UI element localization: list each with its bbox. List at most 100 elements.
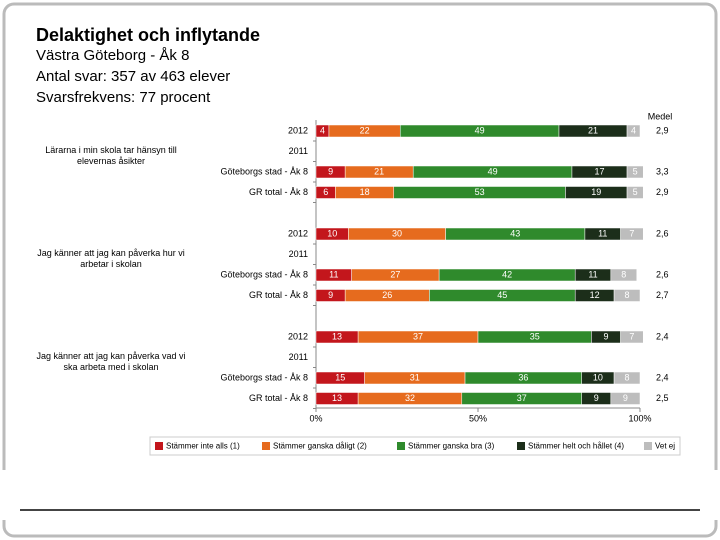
segment-label: 15 (335, 372, 345, 382)
legend-swatch (155, 442, 163, 450)
question-label: Lärarna i min skola tar hänsyn till elev… (45, 145, 177, 166)
segment-label: 7 (629, 228, 634, 238)
segment-label: 22 (360, 125, 370, 135)
segment-label: 5 (633, 187, 638, 197)
legend-label: Stämmer ganska bra (3) (408, 442, 495, 451)
segment-label: 11 (588, 269, 597, 279)
medel-value: 2,5 (656, 393, 669, 403)
segment-label: 4 (320, 125, 325, 135)
segment-label: 31 (410, 372, 420, 382)
medel-value: 2,9 (656, 125, 669, 135)
segment-label: 19 (591, 187, 601, 197)
medel-value: 3,3 (656, 166, 669, 176)
segment-label: 21 (588, 125, 598, 135)
row-label: GR total - Åk 8 (249, 187, 308, 197)
segment-label: 9 (623, 393, 628, 403)
segment-label: 27 (390, 269, 400, 279)
row-label: Göteborgs stad - Åk 8 (220, 269, 308, 279)
segment-label: 37 (517, 393, 527, 403)
legend-swatch (644, 442, 652, 450)
bar-segment (610, 392, 641, 405)
segment-label: 8 (625, 372, 630, 382)
legend-label: Stämmer helt och hållet (4) (528, 442, 624, 451)
segment-label: 35 (530, 331, 540, 341)
medel-value: 2,4 (656, 331, 669, 341)
legend-swatch (397, 442, 405, 450)
segment-label: 37 (413, 331, 423, 341)
segment-label: 18 (360, 187, 370, 197)
segment-label: 5 (633, 166, 638, 176)
row-label: 2011 (289, 352, 308, 362)
bar-segment (620, 330, 644, 344)
segment-label: 8 (621, 269, 626, 279)
medel-value: 2,7 (656, 290, 669, 300)
legend-label: Vet ej (655, 442, 675, 451)
bar-segment (620, 227, 644, 241)
row-label: 2011 (289, 249, 308, 259)
segment-label: 49 (475, 125, 485, 135)
segment-label: 12 (590, 290, 600, 300)
row-label: 2012 (288, 331, 308, 341)
legend-box (149, 436, 681, 456)
row-label: 2012 (288, 228, 308, 238)
footer (0, 470, 720, 520)
medel-value: 2,6 (656, 228, 669, 238)
segment-label: 6 (323, 187, 328, 197)
row-label: Göteborgs stad - Åk 8 (220, 372, 308, 382)
row-label: 2011 (289, 146, 308, 156)
bar-segment (613, 289, 641, 302)
question-label: Jag känner att jag kan påverka vad vi sk… (36, 351, 186, 372)
segment-label: 43 (510, 228, 520, 238)
row-label: GR total - Åk 8 (249, 393, 308, 403)
question-label: Jag känner att jag kan påverka hur vi ar… (37, 248, 185, 269)
bar-segment (626, 124, 641, 138)
segment-label: 53 (475, 187, 485, 197)
x-tick-label: 0% (309, 413, 322, 423)
row-label: GR total - Åk 8 (249, 290, 308, 300)
subtitle: Västra Göteborg - Åk 8 (36, 47, 189, 64)
segment-label: 11 (598, 228, 607, 238)
legend-label: Stämmer inte alls (1) (166, 442, 240, 451)
bar-segment (626, 186, 644, 199)
segment-label: 10 (327, 228, 337, 238)
legend-swatch (262, 442, 270, 450)
segment-label: 45 (497, 290, 507, 300)
segment-label: 4 (631, 125, 636, 135)
bar-segment (626, 165, 644, 179)
segment-label: 7 (629, 331, 634, 341)
segment-label: 30 (392, 228, 402, 238)
segment-label: 9 (328, 290, 333, 300)
bar-segment (613, 371, 641, 385)
subtitle: Svarsfrekvens: 77 procent (36, 89, 211, 106)
segment-label: 9 (603, 331, 608, 341)
x-tick-label: 50% (469, 413, 487, 423)
segment-label: 17 (594, 166, 604, 176)
bar-segment (610, 268, 638, 282)
row-label: Göteborgs stad - Åk 8 (220, 166, 308, 176)
segment-label: 36 (518, 372, 528, 382)
medel-header: Medel (648, 111, 673, 121)
segment-label: 8 (625, 290, 630, 300)
segment-label: 10 (593, 372, 603, 382)
medel-value: 2,6 (656, 269, 669, 279)
medel-value: 2,9 (656, 187, 669, 197)
segment-label: 42 (502, 269, 512, 279)
segment-label: 32 (405, 393, 415, 403)
legend-label: Stämmer ganska dåligt (2) (273, 442, 367, 451)
segment-label: 9 (594, 393, 599, 403)
segment-label: 11 (329, 269, 338, 279)
segment-label: 49 (488, 166, 498, 176)
x-tick-label: 100% (628, 413, 651, 423)
segment-label: 26 (382, 290, 392, 300)
medel-value: 2,4 (656, 372, 669, 382)
segment-label: 13 (332, 393, 342, 403)
segment-label: 9 (328, 166, 333, 176)
row-label: 2012 (288, 125, 308, 135)
subtitle: Antal svar: 357 av 463 elever (36, 68, 230, 85)
segment-label: 13 (332, 331, 342, 341)
title: Delaktighet och inflytande (36, 25, 260, 45)
segment-label: 21 (374, 166, 384, 176)
legend-swatch (517, 442, 525, 450)
